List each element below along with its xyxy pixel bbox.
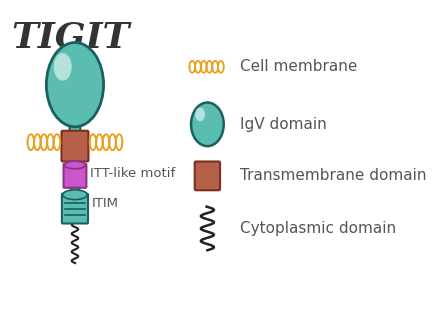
Text: TIGIT: TIGIT — [11, 20, 130, 54]
Text: Cell membrane: Cell membrane — [240, 59, 358, 74]
Text: Cytoplasmic domain: Cytoplasmic domain — [240, 221, 396, 236]
Text: ITIM: ITIM — [91, 197, 118, 210]
Ellipse shape — [46, 42, 104, 127]
Ellipse shape — [62, 190, 87, 200]
Ellipse shape — [64, 161, 85, 169]
Ellipse shape — [54, 53, 72, 81]
FancyBboxPatch shape — [70, 159, 79, 166]
Text: IgV domain: IgV domain — [240, 117, 327, 132]
Text: ITT-like motif: ITT-like motif — [90, 168, 175, 180]
FancyBboxPatch shape — [195, 161, 220, 190]
FancyBboxPatch shape — [70, 186, 79, 195]
FancyBboxPatch shape — [63, 164, 86, 188]
FancyBboxPatch shape — [62, 131, 89, 161]
Ellipse shape — [191, 102, 224, 146]
FancyBboxPatch shape — [62, 194, 88, 224]
FancyBboxPatch shape — [69, 124, 80, 140]
Text: Transmembrane domain: Transmembrane domain — [240, 168, 427, 183]
Ellipse shape — [195, 108, 205, 122]
